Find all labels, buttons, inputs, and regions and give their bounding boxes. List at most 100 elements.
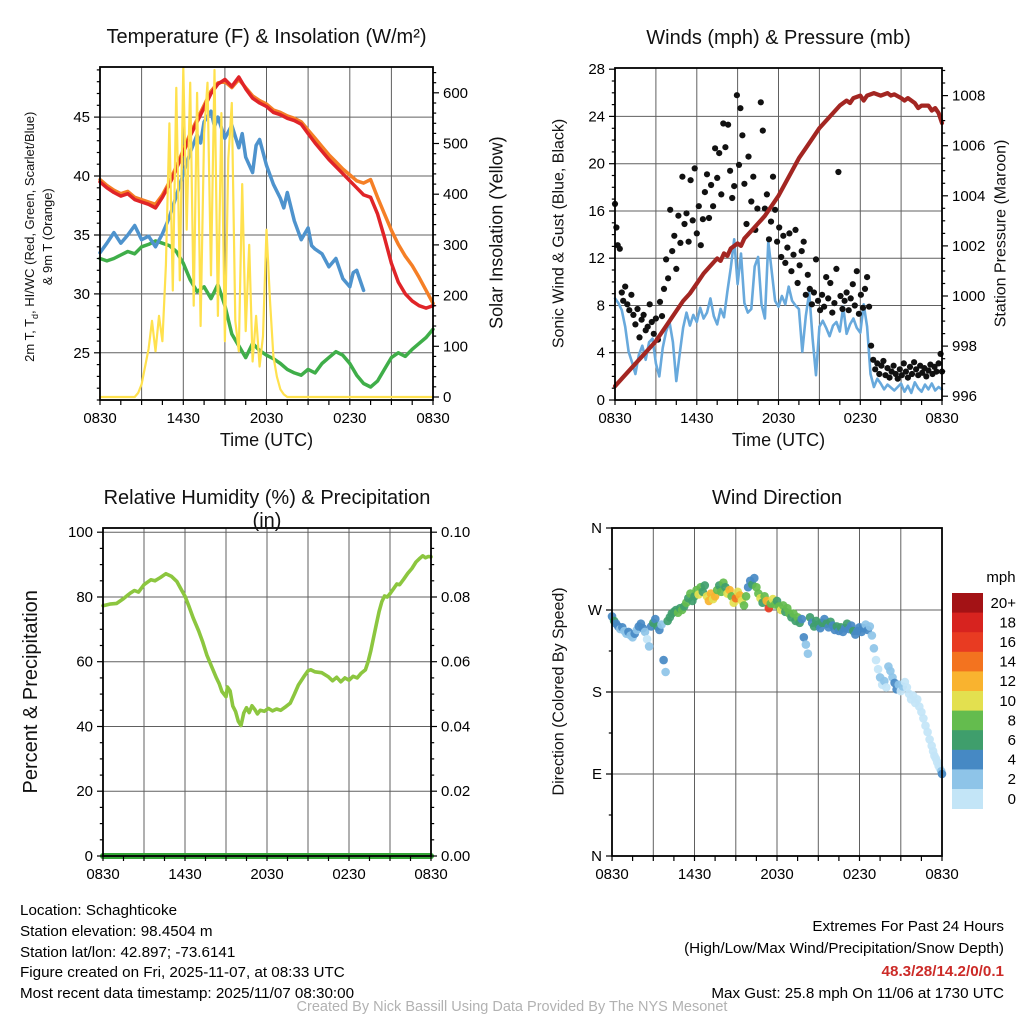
svg-text:10: 10: [999, 693, 1016, 710]
svg-text:4: 4: [1008, 752, 1016, 769]
svg-text:0.06: 0.06: [441, 654, 470, 671]
chart-wind-direction: 0830 1430 2030 0230 0830NWSENmph20+181614121…: [588, 520, 1016, 883]
svg-text:1430: 1430: [680, 410, 713, 427]
svg-text:0230: 0230: [333, 410, 366, 427]
svg-text:45: 45: [73, 109, 90, 126]
svg-text:35: 35: [73, 227, 90, 244]
svg-text:0: 0: [597, 392, 605, 409]
svg-text:1004: 1004: [952, 188, 985, 205]
svg-text:2030: 2030: [250, 410, 283, 427]
svg-text:20+: 20+: [991, 595, 1017, 612]
svg-text:12: 12: [588, 250, 605, 267]
extremes-title: Extremes For Past 24 Hours: [812, 918, 1004, 935]
ylabel-wind-direction: Direction (Colored By Speed): [550, 587, 568, 796]
svg-text:0830: 0830: [595, 866, 628, 883]
svg-text:0830: 0830: [83, 410, 116, 427]
svg-text:0230: 0230: [843, 866, 876, 883]
svg-text:600: 600: [443, 85, 468, 102]
svg-text:100: 100: [68, 524, 93, 541]
svg-text:18: 18: [999, 614, 1016, 631]
series-gust-black: [611, 92, 946, 382]
series-temp-9m-orange: [98, 77, 435, 306]
axis-tick-labels: 0830 1430 2030 0230 0830 25 30 35 40 45 0 100 200 300…: [73, 85, 468, 427]
svg-text:0830: 0830: [416, 410, 449, 427]
station-elevation: Station elevation: 98.4504 m: [20, 922, 213, 940]
chart-winds-pressure: 0830 1430 2030 0230 083004812162024289969981…: [588, 61, 985, 427]
extremes-values: 48.3/28/14.2/0/0.1: [881, 962, 1004, 980]
svg-text:2030: 2030: [760, 866, 793, 883]
svg-text:400: 400: [443, 186, 468, 203]
credit-line: Created By Nick Bassill Using Data Provi…: [296, 999, 728, 1015]
svg-text:0830: 0830: [925, 410, 958, 427]
svg-text:E: E: [592, 766, 602, 783]
svg-text:300: 300: [443, 237, 468, 254]
svg-text:1430: 1430: [168, 866, 201, 883]
svg-text:12: 12: [999, 673, 1016, 690]
chart-title-temp-insolation: Temperature (F) & Insolation (W/m²): [106, 26, 427, 48]
chart-temp-insolation: 0830 1430 2030 0230 0830 25 30 35 40 45 0 100 200 300…: [73, 66, 468, 427]
svg-text:0.04: 0.04: [441, 719, 470, 736]
svg-text:16: 16: [999, 634, 1016, 651]
svg-text:1430: 1430: [678, 866, 711, 883]
series-insolation-yellow: [98, 66, 435, 399]
axis-ticks: [609, 68, 948, 405]
svg-text:0.08: 0.08: [441, 589, 470, 606]
series-wind-direction-dots: [607, 573, 947, 779]
axis-tick-labels: 0830 1430 2030 0230 08300204060801000.000.02…: [68, 524, 470, 883]
axis-ticks: [606, 527, 943, 861]
svg-text:0: 0: [443, 389, 451, 406]
svg-text:25: 25: [73, 345, 90, 362]
gridlines: [612, 528, 942, 856]
svg-text:28: 28: [588, 61, 605, 78]
axis-ticks: [94, 69, 439, 405]
max-gust: Max Gust: 25.8 mph On 11/06 at 1730 UTC: [711, 985, 1004, 1003]
chart-title-rh-precip: Relative Humidity (%) & Precipitation (i…: [103, 487, 431, 532]
svg-text:1006: 1006: [952, 138, 985, 155]
svg-text:80: 80: [76, 589, 93, 606]
chart-title-wind-direction: Wind Direction: [711, 487, 843, 509]
svg-text:30: 30: [73, 286, 90, 303]
svg-text:S: S: [592, 684, 602, 701]
svg-text:0230: 0230: [844, 410, 877, 427]
extremes-subtitle: (High/Low/Max Wind/Precipitation/Snow De…: [684, 940, 1004, 958]
extremes-block: Extremes For Past 24 Hours (High/Low/Max…: [684, 916, 1004, 1006]
svg-text:2: 2: [1008, 771, 1016, 788]
svg-text:20: 20: [76, 783, 93, 800]
ylabel-temp-left-line2: & 9m T (Orange): [40, 188, 56, 286]
station-latlon: Station lat/lon: 42.897; -73.6141: [20, 943, 236, 961]
svg-text:0830: 0830: [414, 866, 447, 883]
svg-text:6: 6: [1008, 732, 1016, 749]
chart-title-winds-pressure: Winds (mph) & Pressure (mb): [646, 27, 911, 49]
series-dewpoint-green: [98, 239, 435, 389]
series-temp-2m-red: [98, 75, 435, 310]
svg-text:200: 200: [443, 288, 468, 305]
svg-text:500: 500: [443, 136, 468, 153]
chart-rh-precip: 0830 1430 2030 0230 08300204060801000.000.02…: [68, 524, 470, 883]
gridlines: [103, 528, 431, 856]
series-relative-humidity: [101, 554, 433, 728]
svg-text:40: 40: [76, 719, 93, 736]
svg-text:0830: 0830: [598, 410, 631, 427]
xlabel-time-utc-left: Time (UTC): [219, 430, 314, 450]
svg-text:100: 100: [443, 338, 468, 355]
svg-text:14: 14: [999, 654, 1016, 671]
ylabel-pressure-right: Station Pressure (Maroon): [992, 139, 1010, 328]
svg-text:0: 0: [1008, 791, 1016, 808]
svg-text:N: N: [591, 848, 602, 865]
svg-text:0: 0: [85, 848, 93, 865]
station-location: Location: Schaghticoke: [20, 902, 178, 919]
ylabel-insolation-right: Solar Insolation (Yellow): [486, 136, 507, 329]
svg-text:24: 24: [588, 108, 605, 125]
ylabel-percent-precip: Percent & Precipitation: [20, 590, 43, 794]
figure-created: Figure created on Fri, 2025-11-07, at 08…: [20, 964, 345, 982]
series-pressure-maroon: [612, 91, 945, 389]
svg-text:1002: 1002: [952, 238, 985, 255]
svg-text:1008: 1008: [952, 88, 985, 105]
svg-text:996: 996: [952, 388, 977, 405]
ylabel-temp-left-line1: 2m T, Td, HI/WC (Red, Green, Scarlet/Blu…: [22, 111, 40, 362]
svg-text:2030: 2030: [762, 410, 795, 427]
svg-text:0830: 0830: [925, 866, 958, 883]
svg-text:40: 40: [73, 168, 90, 185]
